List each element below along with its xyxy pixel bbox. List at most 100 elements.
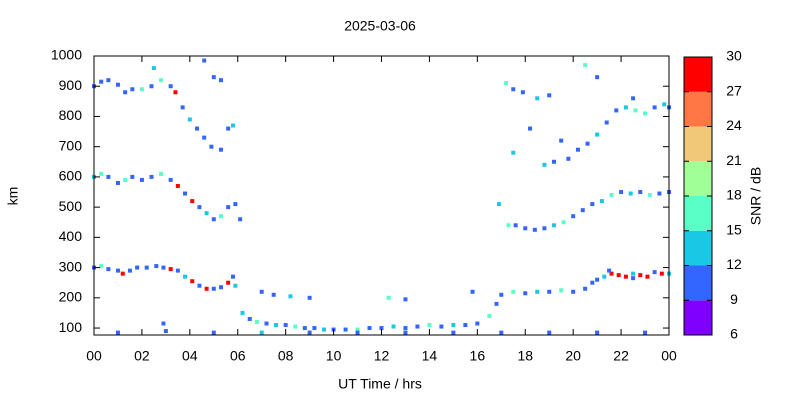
data-point bbox=[149, 84, 154, 89]
data-point bbox=[523, 226, 528, 231]
data-point bbox=[135, 265, 140, 270]
data-point bbox=[631, 271, 636, 276]
y-tick-label: 300 bbox=[59, 258, 83, 274]
data-point bbox=[202, 58, 207, 63]
data-point bbox=[561, 220, 566, 225]
data-point bbox=[115, 180, 120, 185]
data-point bbox=[343, 327, 348, 332]
data-point bbox=[571, 289, 576, 294]
data-point bbox=[487, 313, 492, 318]
data-point bbox=[595, 330, 600, 335]
colorbar-tick-label: 21 bbox=[726, 152, 742, 168]
data-point bbox=[130, 87, 135, 92]
data-point bbox=[643, 330, 648, 335]
colorbar-band bbox=[684, 196, 712, 231]
data-point bbox=[643, 111, 648, 116]
colorbar-label: SNR / dB bbox=[748, 167, 764, 225]
x-tick-label: 12 bbox=[374, 348, 390, 364]
y-tick-label: 400 bbox=[59, 228, 83, 244]
chart-title: 2025-03-06 bbox=[344, 18, 416, 34]
data-point bbox=[580, 208, 585, 213]
data-point bbox=[322, 327, 326, 332]
data-point bbox=[115, 82, 120, 87]
data-point bbox=[247, 316, 252, 321]
colorbar-band bbox=[684, 57, 712, 92]
data-point bbox=[559, 288, 564, 293]
data-point bbox=[547, 330, 552, 335]
data-point bbox=[475, 321, 480, 326]
data-point bbox=[645, 274, 650, 279]
data-point bbox=[403, 326, 408, 331]
data-point bbox=[542, 226, 547, 231]
data-point bbox=[202, 135, 207, 140]
data-point bbox=[496, 202, 501, 207]
data-point bbox=[547, 93, 552, 98]
data-point bbox=[307, 330, 312, 335]
data-point bbox=[163, 329, 168, 334]
data-point bbox=[511, 150, 516, 155]
data-point bbox=[386, 295, 391, 300]
data-point bbox=[307, 295, 312, 300]
y-tick-label: 100 bbox=[59, 319, 83, 335]
data-point bbox=[511, 289, 516, 294]
data-point bbox=[542, 162, 547, 167]
data-point bbox=[226, 205, 231, 210]
data-point bbox=[115, 268, 120, 273]
data-point bbox=[159, 171, 164, 176]
data-point bbox=[259, 330, 264, 335]
data-point bbox=[127, 268, 132, 273]
data-point bbox=[168, 84, 173, 89]
data-point bbox=[535, 289, 540, 294]
data-point bbox=[520, 90, 525, 95]
data-point bbox=[535, 96, 540, 101]
data-point bbox=[230, 123, 235, 128]
data-point bbox=[259, 289, 264, 294]
data-point bbox=[123, 177, 128, 182]
data-point bbox=[99, 79, 104, 84]
data-point bbox=[575, 147, 580, 152]
data-point bbox=[585, 141, 590, 146]
data-point bbox=[218, 214, 223, 219]
data-point bbox=[499, 292, 504, 297]
data-point bbox=[173, 90, 178, 95]
data-point bbox=[190, 199, 195, 204]
colorbar-band bbox=[684, 126, 712, 162]
data-point bbox=[623, 105, 628, 110]
colorbar-tick-label: 6 bbox=[730, 326, 738, 342]
data-point bbox=[149, 174, 154, 179]
data-point bbox=[583, 63, 588, 68]
data-point bbox=[204, 286, 209, 291]
data-point bbox=[175, 183, 180, 188]
data-point bbox=[123, 90, 128, 95]
data-point bbox=[628, 191, 633, 196]
data-point bbox=[99, 171, 104, 176]
data-point bbox=[264, 321, 269, 326]
data-point bbox=[662, 102, 667, 107]
data-point bbox=[99, 264, 104, 269]
data-point bbox=[571, 214, 576, 219]
data-point bbox=[403, 297, 408, 302]
data-point bbox=[355, 330, 360, 335]
y-tick-label: 600 bbox=[59, 168, 83, 184]
colorbar-tick-label: 9 bbox=[730, 291, 738, 307]
colorbar-band bbox=[684, 91, 712, 127]
data-point bbox=[403, 330, 408, 335]
data-point bbox=[190, 279, 195, 284]
y-tick-label: 700 bbox=[59, 137, 83, 153]
data-point bbox=[211, 75, 216, 80]
data-point bbox=[183, 191, 188, 196]
data-point bbox=[183, 274, 188, 279]
data-point bbox=[312, 326, 317, 331]
data-point bbox=[451, 323, 456, 328]
data-point bbox=[187, 117, 192, 122]
colorbar-band bbox=[684, 161, 712, 196]
data-point bbox=[614, 108, 619, 113]
data-point bbox=[506, 223, 511, 228]
data-point bbox=[470, 289, 475, 294]
data-point bbox=[154, 264, 159, 269]
data-point bbox=[197, 283, 202, 288]
data-point bbox=[439, 324, 444, 329]
data-point bbox=[230, 274, 235, 279]
data-point bbox=[355, 327, 360, 332]
data-point bbox=[427, 323, 432, 328]
